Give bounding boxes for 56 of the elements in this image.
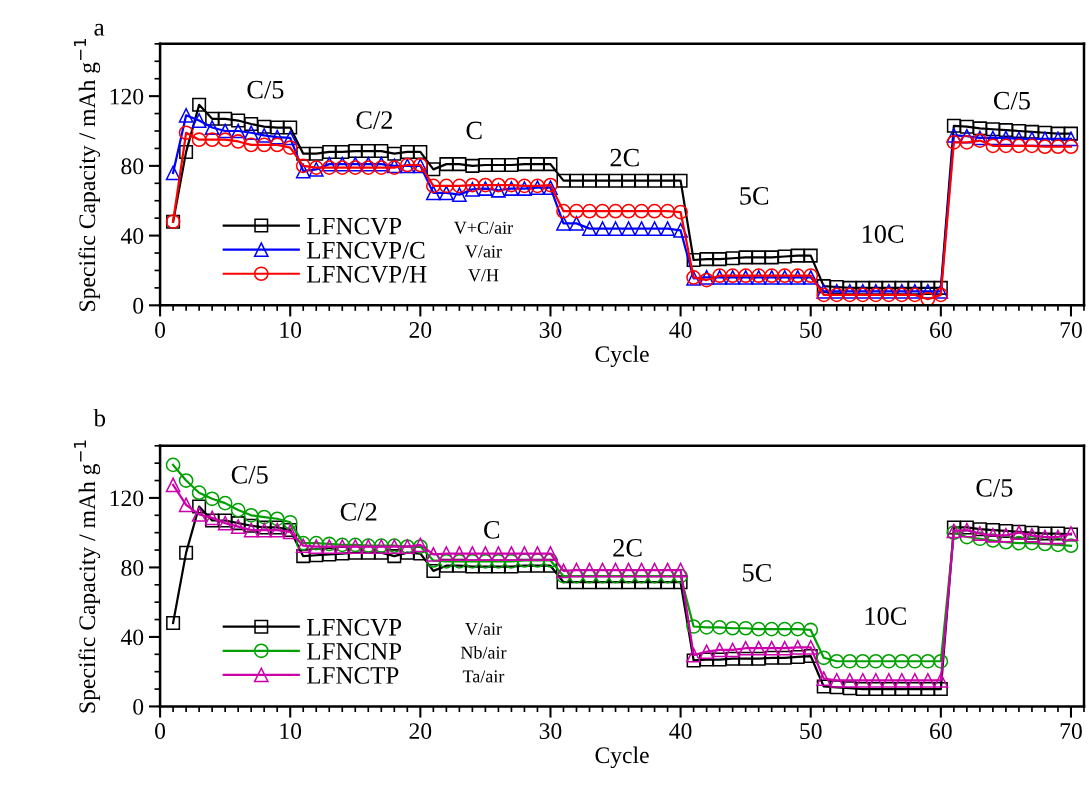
- y-tick-label: 40: [120, 228, 144, 245]
- legend-label: LFNCNP: [307, 642, 402, 660]
- chart-title: b: [93, 409, 106, 427]
- x-tick-label: 0: [155, 723, 166, 740]
- annotation: 10C: [865, 607, 906, 625]
- y-axis-title: Specific Capacity / mAh g$^{−1}$: [73, 38, 101, 311]
- annotation: 10C: [862, 225, 904, 243]
- x-tick-label: 50: [800, 723, 822, 740]
- x-tick-label: 20: [409, 321, 432, 338]
- legend-label: LFNCVP: [307, 618, 402, 636]
- annotation: Nb/air: [460, 646, 507, 659]
- annotation: V/air: [465, 245, 502, 258]
- x-tick-label: 30: [539, 723, 562, 740]
- legend-label: LFNCVP/H: [307, 265, 427, 283]
- y-tick-label: 40: [120, 629, 144, 646]
- annotation: C/2: [340, 502, 377, 521]
- x-tick-label: 0: [155, 321, 166, 338]
- x-tick-label: 60: [930, 321, 952, 338]
- x-tick-label: 40: [669, 723, 692, 740]
- x-tick-label: 60: [930, 723, 952, 740]
- annotation: C/5: [231, 465, 268, 484]
- y-tick-label: 80: [121, 559, 144, 576]
- annotation: 2C: [610, 148, 639, 167]
- x-tick-label: 70: [1060, 723, 1082, 740]
- x-axis-title: Cycle: [595, 345, 649, 367]
- annotation: C/2: [356, 111, 393, 129]
- annotation: C: [484, 520, 500, 539]
- y-axis-title: Specific Capacity / mAh g$^{−1}$: [73, 440, 101, 713]
- legend-label: LFNCVP: [307, 217, 402, 235]
- x-tick-label: 50: [800, 321, 822, 338]
- x-tick-label: 10: [280, 723, 302, 740]
- annotation: C/5: [247, 80, 284, 99]
- annotation: V/H: [468, 269, 499, 282]
- legend-label: LFNCVP/C: [307, 241, 425, 259]
- x-axis-title: Cycle: [595, 746, 649, 769]
- y-tick-label: 0: [133, 297, 144, 314]
- annotation: 2C: [613, 538, 642, 557]
- y-tick-label: 80: [121, 158, 144, 175]
- y-tick-label: 120: [110, 490, 144, 507]
- annotation: C/5: [976, 478, 1013, 497]
- annotation: C/5: [993, 91, 1030, 110]
- x-tick-label: 70: [1060, 321, 1082, 338]
- annotation: 5C: [743, 563, 771, 582]
- legend-label: LFNCTP: [307, 667, 399, 684]
- x-tick-label: 40: [669, 321, 692, 338]
- annotation: V/air: [465, 622, 502, 636]
- y-tick-label: 120: [110, 88, 144, 105]
- x-tick-label: 30: [539, 321, 562, 338]
- chart-title: a: [94, 23, 105, 36]
- y-tick-label: 0: [133, 698, 144, 715]
- annotation: Ta/air: [462, 670, 505, 683]
- x-tick-label: 20: [409, 723, 432, 740]
- annotation: V+C/air: [453, 221, 513, 234]
- annotation: 5C: [740, 186, 769, 205]
- x-tick-label: 10: [280, 321, 302, 338]
- annotation: C: [466, 121, 482, 140]
